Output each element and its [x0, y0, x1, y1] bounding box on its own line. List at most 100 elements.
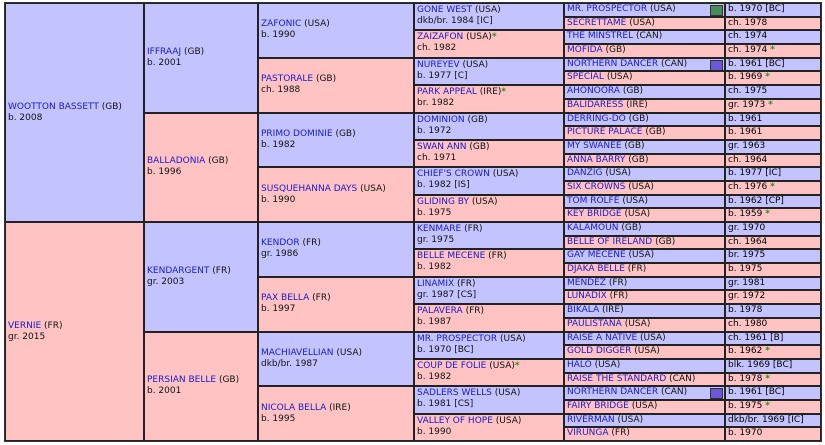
horse-name-link[interactable]: DJAKA BELLE — [567, 264, 625, 275]
horse-name-link[interactable]: MR. PROSPECTOR — [417, 333, 498, 344]
horse-name-link[interactable]: PAULISTANA — [567, 318, 622, 329]
horse-cell-gen5: BELLE OF IRELAND (GB) — [564, 235, 725, 250]
horse-name-link[interactable]: GOLD DIGGER — [567, 346, 632, 357]
horse-name-link[interactable]: WOOTTON BASSETT — [8, 101, 99, 112]
horse-name-link[interactable]: ANNA BARRY — [567, 154, 626, 165]
horse-name-link[interactable]: THE MINSTREL — [567, 31, 634, 42]
horse-name-link[interactable]: DANZIG — [567, 168, 603, 179]
horse-cell-gen5: FAIRY BRIDGE (USA) — [564, 399, 725, 414]
star-marker: * — [765, 400, 770, 411]
horse-info: ch. 1961 [B] — [728, 332, 784, 343]
horse-country: (USA) — [624, 209, 651, 220]
horse-name-link[interactable]: MY SWANEE — [567, 140, 622, 151]
horse-name-link[interactable]: RAISE THE STANDARD — [567, 373, 667, 384]
horse-name-link[interactable]: PARK APPEAL — [417, 87, 477, 98]
horse-name-link[interactable]: DERRING-DO — [567, 113, 626, 124]
horse-name-link[interactable]: KENDOR — [261, 238, 300, 249]
horse-name-link[interactable]: PALAVERA — [417, 306, 463, 317]
horse-name-link[interactable]: PASTORALE — [261, 74, 314, 85]
horse-country: (IRE) — [479, 87, 502, 98]
horse-cell-gen4: PARK APPEAL (IRE)* br. 1982 — [414, 85, 564, 113]
horse-name-link[interactable]: NICOLA BELLA — [261, 402, 327, 413]
horse-name-link[interactable]: KENDARGENT — [147, 265, 210, 276]
horse-name-link[interactable]: KEY BRIDGE — [567, 209, 622, 220]
horse-country: (GB) — [467, 114, 488, 125]
horse-name-link[interactable]: HALO — [567, 359, 592, 370]
horse-country: (USA) — [617, 414, 644, 425]
horse-country: (CAN) — [660, 58, 688, 69]
horse-country: (CAN) — [636, 31, 663, 42]
horse-info-cell: b. 1961 [BC] — [725, 386, 821, 400]
star-marker: * — [501, 87, 507, 98]
horse-name-link[interactable]: SIX CROWNS — [567, 181, 626, 192]
horse-name-link[interactable]: SWAN ANN — [417, 141, 467, 152]
horse-name-link[interactable]: PERSIAN BELLE — [147, 375, 217, 386]
horse-country: (USA) — [640, 332, 666, 343]
horse-info: ch. 1976 — [728, 181, 768, 192]
horse-info-cell: ch. 1980 — [725, 317, 821, 332]
horse-name-link[interactable]: VALLEY OF HOPE — [417, 415, 493, 426]
horse-name-link[interactable]: BIKALA — [567, 305, 600, 316]
horse-name-link[interactable]: MACHIAVELLIAN — [261, 347, 334, 358]
horse-name-link[interactable]: RAISE A NATIVE — [567, 332, 638, 343]
horse-name-link[interactable]: BELLE OF IRELAND — [567, 236, 653, 247]
horse-name-link[interactable]: PICTURE PALACE — [567, 127, 643, 138]
horse-name-link[interactable]: SECRETTAME — [567, 17, 627, 28]
horse-country: (GB) — [335, 128, 356, 139]
horse-name-link[interactable]: PRIMO DOMINIE — [261, 128, 333, 139]
horse-name-link[interactable]: ZAIZAFON — [417, 32, 464, 43]
horse-name-link[interactable]: LINAMIX — [417, 278, 455, 289]
horse-info-cell: b. 1961 [BC] — [725, 57, 821, 72]
horse-info: b. 1970 [BC] — [417, 344, 474, 355]
horse-name-link[interactable]: KENMARE — [417, 224, 462, 234]
horse-cell-gen5: KEY BRIDGE (USA) — [564, 208, 725, 222]
horse-country: (USA) — [500, 333, 526, 344]
horse-name-link[interactable]: BELLE MECENE — [417, 251, 486, 262]
horse-name-link[interactable]: GLIDING BY — [417, 196, 469, 207]
horse-name-link[interactable]: AHONOORA — [567, 86, 620, 97]
horse-info-cell: br. 1975 — [725, 249, 821, 264]
horse-info: b. 1982 [IS] — [417, 180, 470, 191]
horse-name-link[interactable]: DOMINION — [417, 114, 465, 125]
horse-name-link[interactable]: VIRUNGA — [567, 428, 609, 439]
horse-name-link[interactable]: GONE WEST — [417, 5, 473, 15]
horse-name-link[interactable]: MR. PROSPECTOR — [567, 4, 648, 14]
horse-name-link[interactable]: NORTHERN DANCER — [567, 387, 659, 398]
horse-name-link[interactable]: FAIRY BRIDGE — [567, 400, 629, 411]
horse-cell-gen3: NICOLA BELLA (IRE) b. 1995 — [258, 386, 414, 441]
horse-name-link[interactable]: IFFRAAJ — [147, 46, 182, 57]
horse-info: gr. 1973 — [728, 99, 766, 110]
horse-name-link[interactable]: TOM ROLFE — [567, 195, 620, 206]
horse-name-link[interactable]: ZAFONIC — [261, 19, 302, 30]
horse-name-link[interactable]: NORTHERN DANCER — [567, 58, 659, 69]
horse-name-link[interactable]: SUSQUEHANNA DAYS — [261, 183, 358, 194]
star-marker: * — [514, 360, 520, 371]
horse-name-link[interactable]: KALAMOUN — [567, 223, 619, 233]
horse-country: (USA) — [489, 360, 515, 371]
horse-name-link[interactable]: NUREYEV — [417, 59, 460, 70]
horse-name-link[interactable]: BALLADONIA — [147, 156, 206, 167]
horse-name-link[interactable]: MENDEZ — [567, 277, 606, 288]
horse-country: (IRE) — [626, 99, 648, 110]
horse-name-link[interactable]: SPECIAL — [567, 72, 604, 83]
horse-country: (USA) — [471, 196, 498, 207]
horse-name-link[interactable]: MOFIDA — [567, 45, 603, 56]
horse-info: gr. 1987 [CS] — [417, 289, 477, 300]
horse-name-link[interactable]: RIVERMAN — [567, 414, 615, 425]
horse-country: (USA) — [594, 359, 621, 370]
horse-cell-gen5: THE MINSTREL (CAN) — [564, 30, 725, 45]
horse-cell-gen3: ZAFONIC (USA) b. 1990 — [258, 3, 414, 58]
horse-info: b. 1997 — [261, 304, 296, 315]
horse-name-link[interactable]: VERNIE — [8, 320, 42, 331]
horse-name-link[interactable]: BALIDARESS — [567, 99, 624, 110]
horse-name-link[interactable]: LUNADIX — [567, 291, 607, 302]
horse-cell-gen5: AHONOORA (GB) — [564, 85, 725, 99]
horse-name-link[interactable]: PAX BELLA — [261, 293, 310, 304]
horse-name-link[interactable]: SADLERS WELLS — [417, 388, 492, 399]
horse-info-cell: gr. 1970 — [725, 222, 821, 236]
horse-info-cell: b. 1977 [IC] — [725, 167, 821, 181]
horse-country: (FR) — [611, 428, 630, 439]
horse-name-link[interactable]: COUP DE FOLIE — [417, 360, 487, 371]
horse-name-link[interactable]: GAY MECENE — [567, 250, 626, 261]
horse-name-link[interactable]: CHIEF'S CROWN — [417, 169, 490, 180]
